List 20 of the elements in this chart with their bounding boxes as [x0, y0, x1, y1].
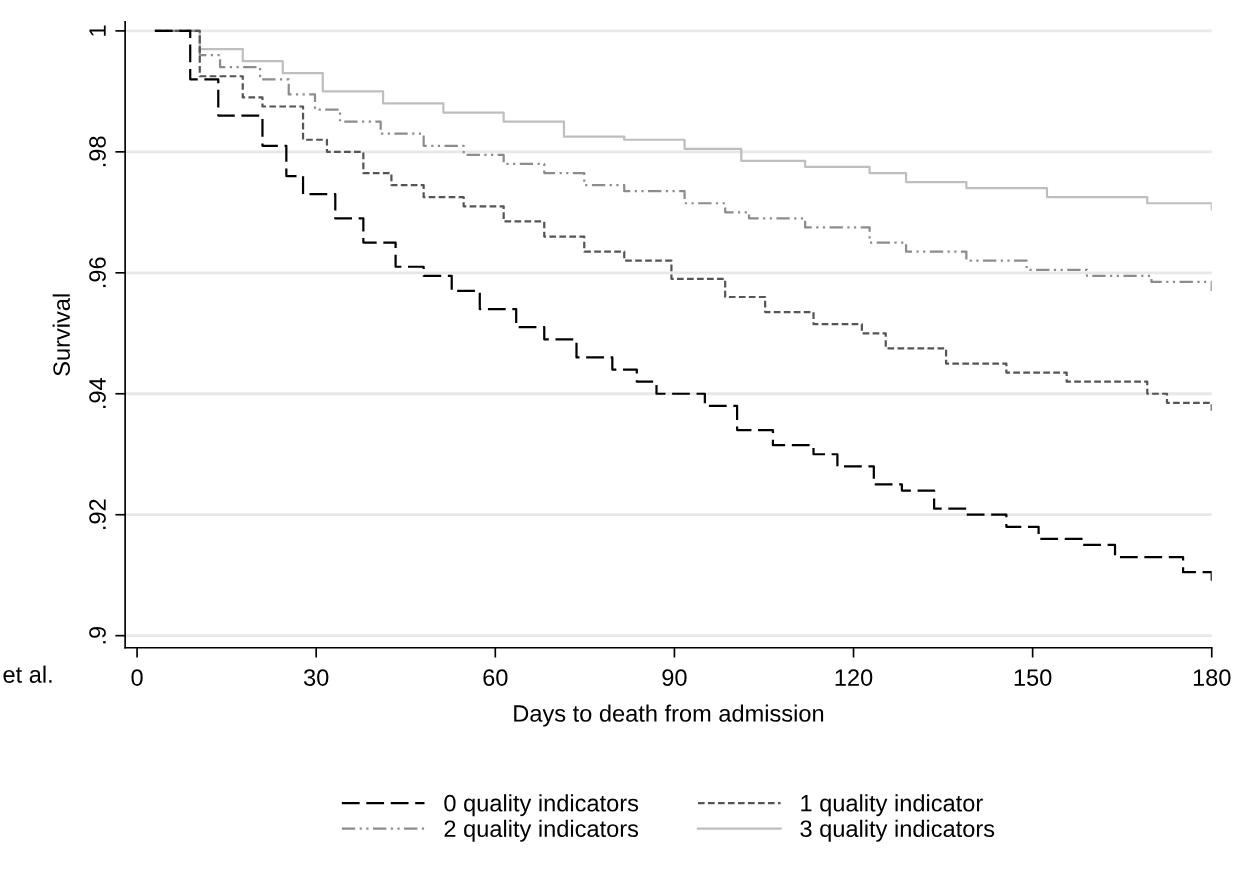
x-tick-label: 180 — [1193, 669, 1231, 686]
legend-label: 3 quality indicators — [800, 819, 995, 842]
legend-label: 0 quality indicators — [444, 794, 639, 817]
y-tick-label: .94 — [89, 378, 106, 409]
y-tick-label: .92 — [89, 499, 106, 529]
legend-label: 1 quality indicator — [801, 794, 983, 817]
x-tick-label: 120 — [835, 669, 873, 686]
y-tick-label: .9 — [89, 626, 106, 644]
x-axis-title: Days to death from admission — [514, 704, 824, 727]
y-tick-label: .98 — [89, 136, 106, 167]
y-tick-label: .96 — [89, 257, 106, 288]
y-tick-label: 1 — [89, 25, 106, 36]
x-tick-label: 30 — [303, 669, 329, 686]
x-tick-label: 90 — [662, 669, 687, 686]
x-tick-label: 150 — [1014, 669, 1052, 686]
x-tick-label: 60 — [483, 669, 508, 686]
x-tick-label: 0 — [131, 669, 143, 686]
legend-label: 2 quality indicators — [444, 819, 639, 842]
y-axis-title: Survival — [52, 294, 70, 376]
text: et al. — [3, 665, 52, 683]
